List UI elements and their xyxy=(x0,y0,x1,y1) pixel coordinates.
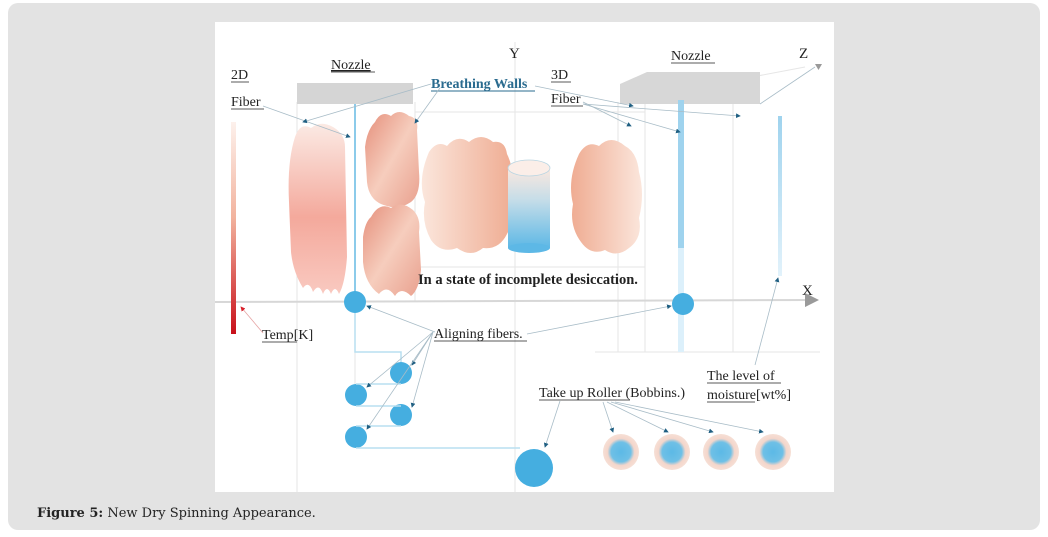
nozzle-left-label: Nozzle xyxy=(331,58,371,73)
nozzle-right-label: Nozzle xyxy=(671,49,711,64)
aligning-rollers xyxy=(344,291,694,487)
dry-spinning-diagram: X Y Z Nozzle Nozzle 2D Fiber 3D Fiber Br… xyxy=(215,22,834,492)
annotation-arrows xyxy=(262,66,816,448)
bobbins xyxy=(603,434,791,470)
roller-4 xyxy=(345,426,367,448)
z-axis-arrow-icon xyxy=(815,64,822,70)
nozzle-right xyxy=(620,72,760,104)
fiber-2d-jet xyxy=(288,123,347,294)
roller-2 xyxy=(345,384,367,406)
moisture-bar-right xyxy=(778,116,782,276)
take-up-roller-label: Take up Roller (Bobbins.) xyxy=(539,386,685,401)
fiber-3d-label-line2: Fiber xyxy=(551,92,581,107)
fiber-path xyxy=(354,313,520,449)
roller-1 xyxy=(390,362,412,384)
bobbin-1 xyxy=(603,434,639,470)
aligning-fibers-label: Aligning fibers. xyxy=(434,327,523,342)
figure-caption-text: New Dry Spinning Appearance. xyxy=(103,506,316,521)
fiber-2d-label-line1: 2D xyxy=(231,68,248,83)
fiber-irregular-top xyxy=(365,112,420,208)
nozzle-left xyxy=(297,83,413,104)
temp-arrow xyxy=(240,306,264,334)
moisture-bar-center xyxy=(678,100,684,248)
temp-label: Temp[K] xyxy=(262,328,313,343)
diagram-canvas: X Y Z Nozzle Nozzle 2D Fiber 3D Fiber Br… xyxy=(215,42,822,492)
fiber-3d-label-line1: 3D xyxy=(551,68,568,83)
fiber-cloud-left xyxy=(421,137,514,253)
x-axis-label: X xyxy=(802,283,813,299)
moisture-label-line2: moisture[wt%] xyxy=(707,388,791,403)
take-up-roller xyxy=(515,449,553,487)
roller-main-left xyxy=(344,291,366,313)
fiber-irregular-bottom xyxy=(363,204,421,296)
fiber-2d-label-line2: Fiber xyxy=(231,95,261,110)
bobbin-2 xyxy=(654,434,690,470)
fiber-cloud-right xyxy=(571,140,642,254)
roller-main-right xyxy=(672,293,694,315)
desiccation-cylinder xyxy=(507,159,551,253)
breathing-walls-label: Breathing Walls xyxy=(431,77,528,92)
moisture-label-line1: The level of xyxy=(707,369,775,384)
temperature-scale-bar xyxy=(231,122,236,334)
z-axis-label: Z xyxy=(799,46,808,62)
roller-3 xyxy=(390,404,412,426)
y-axis-label: Y xyxy=(509,46,520,62)
bobbin-3 xyxy=(703,434,739,470)
incomplete-desiccation-label: In a state of incomplete desiccation. xyxy=(418,272,638,288)
x-axis-line xyxy=(215,293,819,308)
figure-caption: Figure 5: New Dry Spinning Appearance. xyxy=(37,506,316,521)
figure-caption-label: Figure 5: xyxy=(37,506,104,521)
bobbin-4 xyxy=(755,434,791,470)
